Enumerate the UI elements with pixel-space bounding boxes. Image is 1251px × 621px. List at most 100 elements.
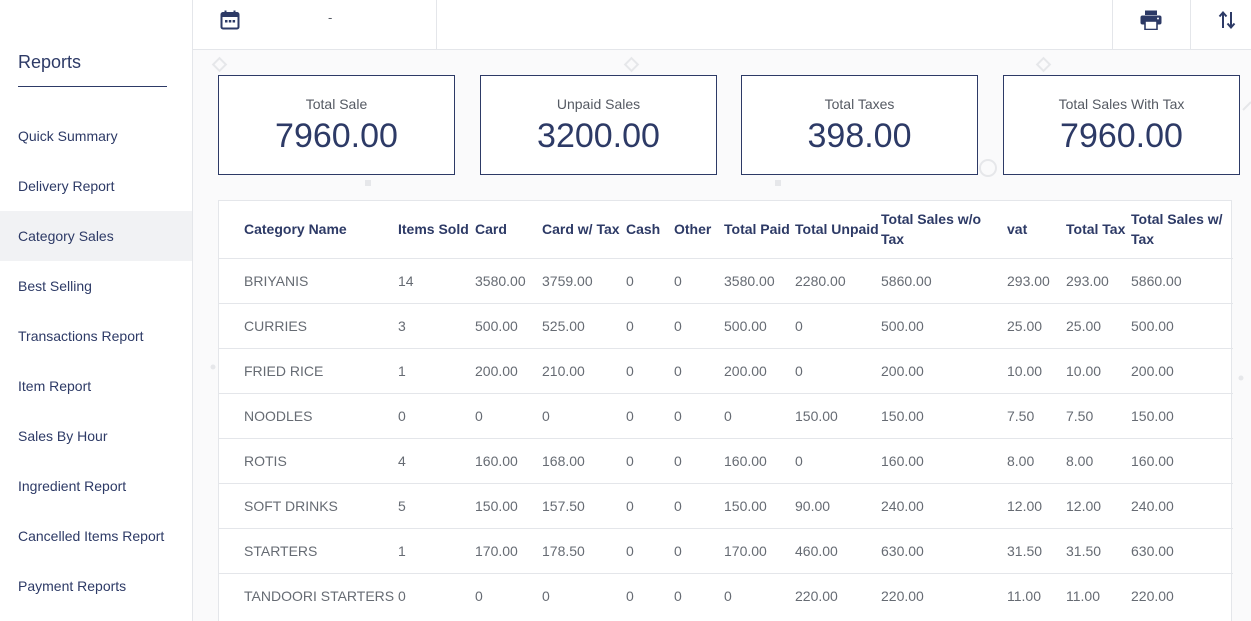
table-cell: 2280.00 bbox=[795, 257, 881, 303]
table-cell: 200.00 bbox=[724, 347, 795, 393]
top-bar: - bbox=[193, 0, 1251, 50]
category-name-cell: BRIYANIS bbox=[219, 257, 398, 303]
table-cell: 0 bbox=[398, 392, 475, 438]
sidebar-item-payment-reports[interactable]: Payment Reports bbox=[18, 578, 127, 594]
table-cell: 0 bbox=[795, 302, 881, 348]
table-header-row: Category Name Items Sold Card Card w/ Tax Ca… bbox=[219, 201, 1233, 258]
table-cell: 0 bbox=[626, 347, 674, 393]
card-value: 3200.00 bbox=[537, 117, 660, 155]
table-cell: 630.00 bbox=[1131, 527, 1233, 573]
table-cell: 14 bbox=[398, 257, 475, 303]
column-header: Cash bbox=[626, 221, 661, 238]
card-value: 398.00 bbox=[807, 117, 912, 155]
table-cell: 0 bbox=[674, 482, 724, 528]
table-cell: 0 bbox=[674, 302, 724, 348]
table-cell: 0 bbox=[674, 392, 724, 438]
sidebar-item-sales-by-hour[interactable]: Sales By Hour bbox=[18, 428, 108, 444]
summary-card-total-taxes: Total Taxes 398.00 bbox=[741, 75, 978, 175]
column-header: Card bbox=[475, 221, 507, 238]
table-cell: 0 bbox=[626, 257, 674, 303]
sidebar-item-delivery-report[interactable]: Delivery Report bbox=[18, 178, 115, 194]
table-cell: 150.00 bbox=[475, 482, 542, 528]
table-cell: 170.00 bbox=[475, 527, 542, 573]
table-cell: 178.50 bbox=[542, 527, 626, 573]
print-icon[interactable] bbox=[1140, 10, 1162, 30]
table-cell: 1 bbox=[398, 527, 475, 573]
sort-icon[interactable] bbox=[1218, 10, 1236, 30]
date-range-picker[interactable]: - bbox=[193, 0, 437, 49]
table-cell: 460.00 bbox=[795, 527, 881, 573]
category-name-cell: ROTIS bbox=[219, 437, 398, 483]
table-row: FRIED RICE 1 200.00 210.00 0 0 200.00 0 200.00 10… bbox=[219, 347, 1233, 393]
table-cell: 0 bbox=[674, 527, 724, 573]
sidebar-item-ingredient-report[interactable]: Ingredient Report bbox=[18, 478, 127, 494]
table-cell: 25.00 bbox=[1007, 302, 1066, 348]
table-cell: 630.00 bbox=[881, 527, 1007, 573]
table-cell: 0 bbox=[674, 347, 724, 393]
table-cell: 31.50 bbox=[1007, 527, 1066, 573]
sidebar-item-quick-summary[interactable]: Quick Summary bbox=[18, 128, 118, 144]
table-cell: 210.00 bbox=[542, 347, 626, 393]
table-cell: 10.00 bbox=[1066, 347, 1131, 393]
table-cell: 200.00 bbox=[881, 347, 1007, 393]
table-cell: 12.00 bbox=[1066, 482, 1131, 528]
table-cell: 4 bbox=[398, 437, 475, 483]
sidebar-item-transactions-report[interactable]: Transactions Report bbox=[18, 328, 144, 344]
table-cell: 3580.00 bbox=[724, 257, 795, 303]
table-row: CURRIES 3 500.00 525.00 0 0 500.00 0 500.00 25.00… bbox=[219, 302, 1233, 348]
report-content: Total Sale 7960.00 Unpaid Sales 3200.00 … bbox=[193, 50, 1251, 621]
summary-card-total-sales-with-tax: Total Sales With Tax 7960.00 bbox=[1003, 75, 1240, 175]
table-cell: 0 bbox=[724, 572, 795, 618]
sidebar-item-cancelled-items-report[interactable]: Cancelled Items Report bbox=[18, 528, 165, 544]
table-cell: 0 bbox=[542, 392, 626, 438]
category-name-cell: SOFT DRINKS bbox=[219, 482, 398, 528]
table-cell: 160.00 bbox=[724, 437, 795, 483]
sidebar-item-category-sales[interactable]: Category Sales bbox=[0, 211, 192, 261]
table-row: NOODLES 0 0 0 0 0 0 150.00 150.00 7.50 7.50 150.00 bbox=[219, 392, 1233, 438]
table-cell: 7.50 bbox=[1066, 392, 1131, 438]
sidebar-item-item-report[interactable]: Item Report bbox=[18, 378, 92, 394]
table-cell: 168.00 bbox=[542, 437, 626, 483]
background-pattern bbox=[210, 56, 1251, 381]
summary-card-unpaid-sales: Unpaid Sales 3200.00 bbox=[480, 75, 717, 175]
column-header: Total Unpaid bbox=[795, 221, 879, 238]
sidebar-title: Reports bbox=[18, 52, 82, 72]
table-cell: 160.00 bbox=[1131, 437, 1233, 483]
table-cell: 90.00 bbox=[795, 482, 881, 528]
card-value: 7960.00 bbox=[1060, 117, 1183, 155]
table-cell: 5860.00 bbox=[881, 257, 1007, 303]
calendar-icon[interactable] bbox=[220, 10, 240, 30]
category-name-cell: TANDOORI STARTERS bbox=[219, 572, 398, 618]
table-cell: 220.00 bbox=[1131, 572, 1233, 618]
table-row: SOFT DRINKS 5 150.00 157.50 0 0 150.00 90.00 240… bbox=[219, 482, 1233, 528]
sidebar-title-underline bbox=[18, 86, 167, 87]
table-cell: 170.00 bbox=[724, 527, 795, 573]
print-button[interactable] bbox=[1112, 0, 1190, 49]
table-cell: 0 bbox=[475, 572, 542, 618]
table-row: TANDOORI STARTERS 0 0 0 0 0 0 220.00 220.00 11.00… bbox=[219, 572, 1233, 618]
table-cell: 25.00 bbox=[1066, 302, 1131, 348]
table-cell: 11.00 bbox=[1007, 572, 1066, 618]
table-cell: 11.00 bbox=[1066, 572, 1131, 618]
card-label: Total Taxes bbox=[824, 96, 895, 112]
table-cell: 0 bbox=[626, 572, 674, 618]
table-cell: 0 bbox=[626, 527, 674, 573]
column-header: Other bbox=[674, 221, 712, 238]
column-header: vat bbox=[1007, 221, 1028, 238]
table-cell: 0 bbox=[674, 257, 724, 303]
column-header: Total Tax bbox=[1066, 221, 1126, 238]
table-cell: 160.00 bbox=[881, 437, 1007, 483]
sidebar: Reports Quick Summary Delivery Report Cate… bbox=[0, 0, 193, 621]
table-cell: 200.00 bbox=[1131, 347, 1233, 393]
table-cell: 500.00 bbox=[1131, 302, 1233, 348]
table-cell: 240.00 bbox=[881, 482, 1007, 528]
card-label: Unpaid Sales bbox=[556, 96, 641, 112]
table-cell: 0 bbox=[795, 437, 881, 483]
table-cell: 240.00 bbox=[1131, 482, 1233, 528]
table-cell: 0 bbox=[475, 392, 542, 438]
sort-button[interactable] bbox=[1190, 0, 1251, 49]
table-cell: 220.00 bbox=[881, 572, 1007, 618]
table-cell: 5 bbox=[398, 482, 475, 528]
sidebar-item-best-selling[interactable]: Best Selling bbox=[18, 278, 92, 294]
table-row: ROTIS 4 160.00 168.00 0 0 160.00 0 160.00 8.00 8.0… bbox=[219, 437, 1233, 483]
